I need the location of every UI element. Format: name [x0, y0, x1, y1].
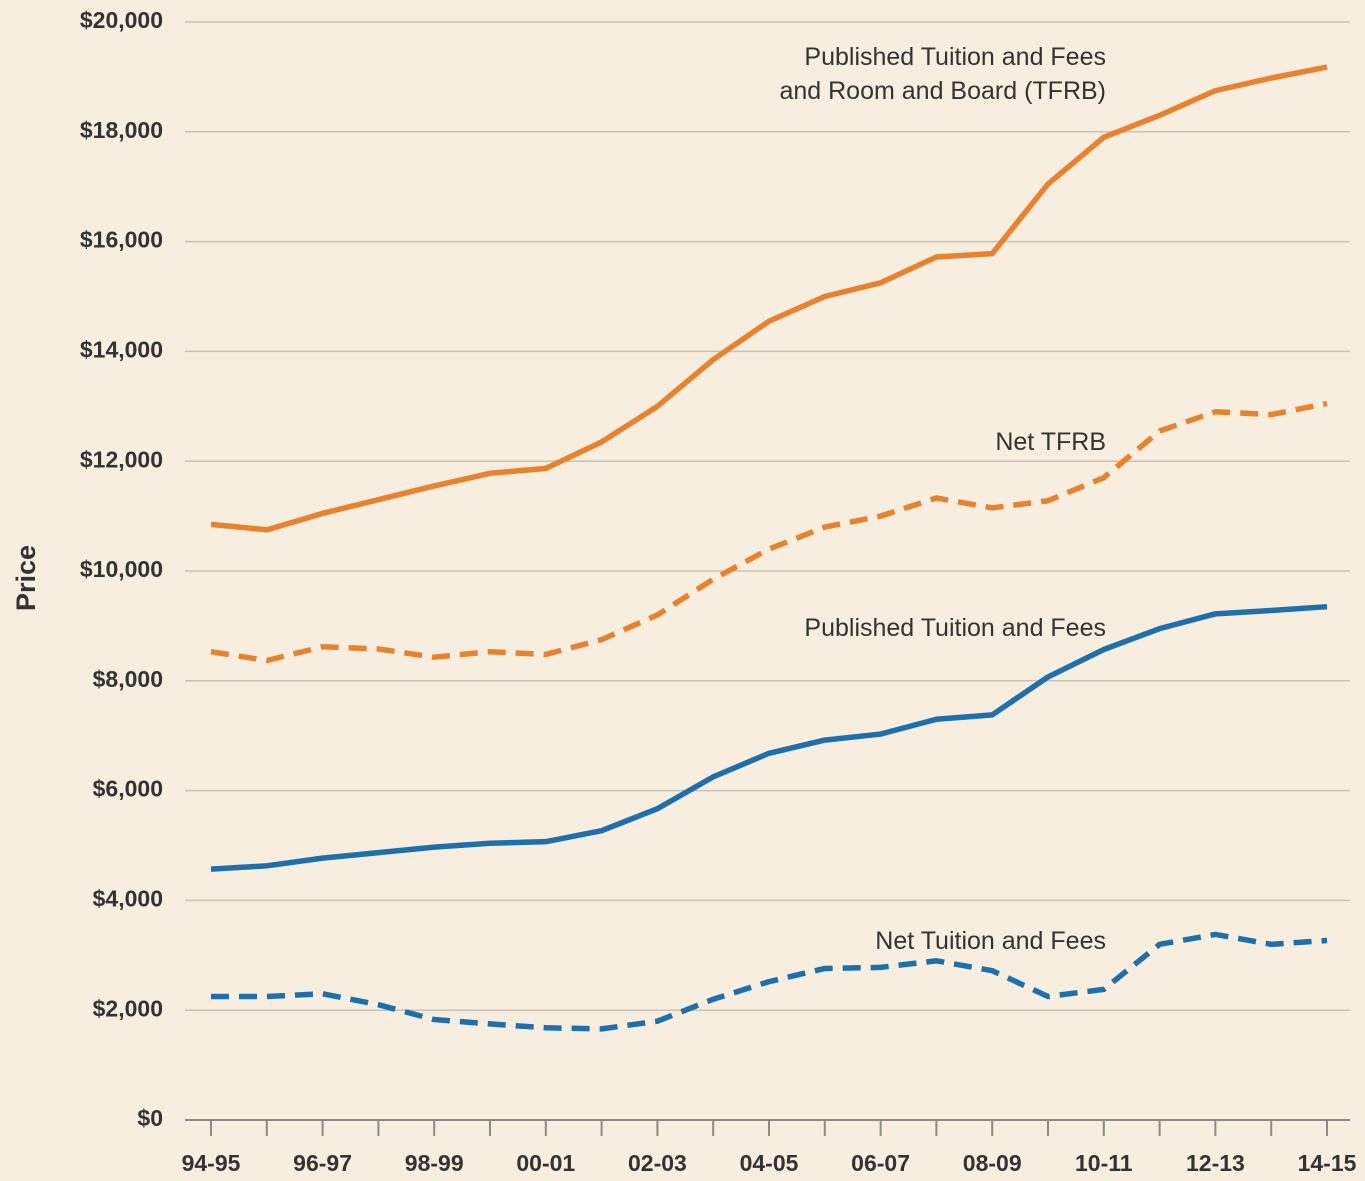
x-tick-label: 10-11	[1075, 1150, 1133, 1176]
y-tick-label: $10,000	[80, 556, 163, 582]
series-line	[210, 64, 1328, 533]
series-line	[210, 400, 1328, 664]
series-label: Net Tuition and Fees	[875, 927, 1106, 955]
x-tick-label: 04-05	[740, 1150, 799, 1176]
x-tick-label: 98-99	[405, 1150, 464, 1176]
y-tick-label: $18,000	[80, 117, 163, 143]
y-tick-label: $6,000	[93, 776, 163, 802]
series-label: Net TFRB	[995, 428, 1106, 456]
series-label: Published Tuition and Fees	[804, 614, 1106, 642]
x-tick-label: 12-13	[1186, 1150, 1245, 1176]
y-tick-label: $20,000	[80, 7, 163, 33]
y-axis-label: Price	[11, 545, 41, 611]
x-tick-label: 06-07	[851, 1150, 910, 1176]
x-tick-label: 02-03	[628, 1150, 687, 1176]
x-tick-label: 00-01	[516, 1150, 575, 1176]
series-label: Published Tuition and Fees and Room and …	[779, 43, 1106, 105]
x-tick-label: 08-09	[963, 1150, 1022, 1176]
y-tick-label: $14,000	[80, 336, 163, 362]
y-tick-label: $4,000	[93, 885, 163, 911]
y-tick-label: $12,000	[80, 446, 163, 472]
x-tick-label: 94-95	[182, 1150, 241, 1176]
y-tick-label: $2,000	[93, 995, 163, 1021]
series-line	[211, 931, 1328, 1032]
y-tick-label: $0	[137, 1105, 163, 1131]
y-tick-label: $8,000	[93, 666, 163, 692]
series-line	[210, 603, 1328, 872]
x-tick-label: 96-97	[293, 1150, 352, 1176]
x-tick-label: 14-15	[1298, 1150, 1357, 1176]
y-tick-label: $16,000	[80, 227, 163, 253]
